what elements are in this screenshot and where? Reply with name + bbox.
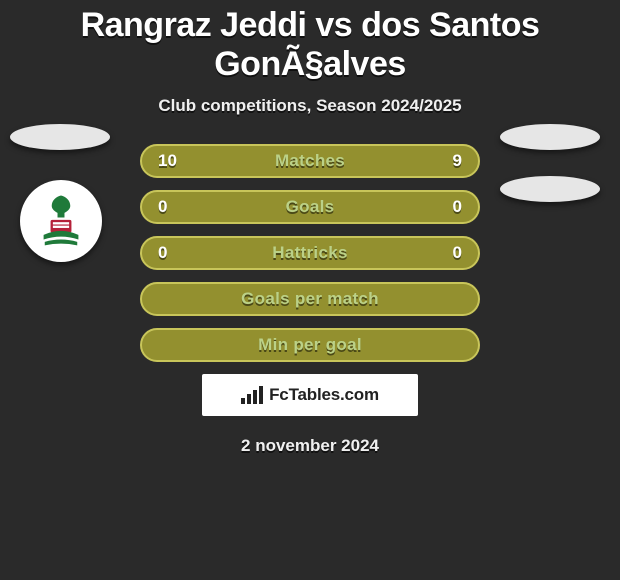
player-placeholder-left [10, 124, 110, 150]
stat-label: Matches [188, 151, 432, 171]
stat-left-value: 10 [158, 151, 188, 171]
stat-label: Min per goal [188, 335, 432, 355]
stat-row: Goals per match [140, 282, 480, 316]
bars-icon [241, 386, 263, 404]
page-title: Rangraz Jeddi vs dos Santos GonÃ§alves [0, 0, 620, 84]
club-logo-icon [32, 192, 90, 250]
stat-row: 0Goals0 [140, 190, 480, 224]
branding-text: FcTables.com [269, 385, 379, 405]
player-placeholder-right-2 [500, 176, 600, 202]
date-text: 2 november 2024 [0, 436, 620, 456]
stat-label: Goals [188, 197, 432, 217]
branding-badge: FcTables.com [202, 374, 418, 416]
subtitle: Club competitions, Season 2024/2025 [0, 96, 620, 116]
stat-row: Min per goal [140, 328, 480, 362]
stat-right-value: 0 [432, 197, 462, 217]
stat-row: 10Matches9 [140, 144, 480, 178]
branding-main: Tables [289, 385, 340, 404]
player-placeholder-right-1 [500, 124, 600, 150]
stat-right-value: 0 [432, 243, 462, 263]
club-logo [20, 180, 102, 262]
stat-left-value: 0 [158, 243, 188, 263]
stat-right-value: 9 [432, 151, 462, 171]
stat-left-value: 0 [158, 197, 188, 217]
branding-suffix: .com [340, 385, 379, 404]
stat-row: 0Hattricks0 [140, 236, 480, 270]
stat-label: Hattricks [188, 243, 432, 263]
stat-label: Goals per match [188, 289, 432, 309]
branding-prefix: Fc [269, 385, 288, 404]
